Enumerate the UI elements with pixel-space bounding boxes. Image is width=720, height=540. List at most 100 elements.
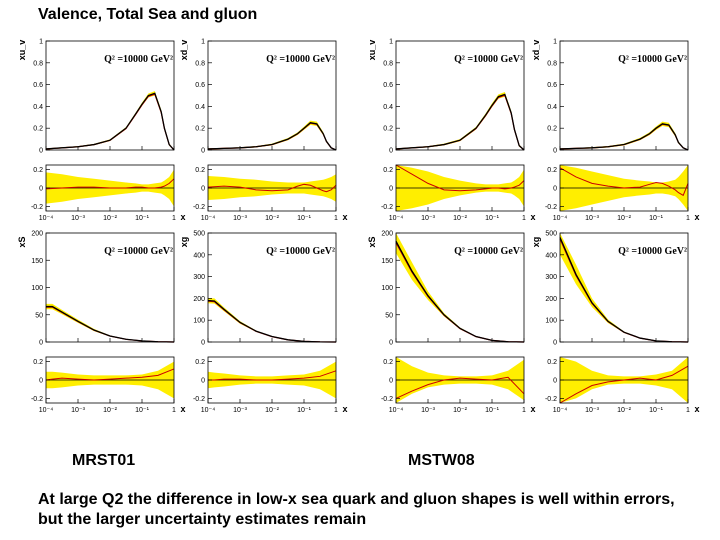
ratio-tick-label: 0.2 (547, 167, 557, 174)
y-tick-label: 1 (389, 39, 393, 46)
x-tick-label: 10⁻¹ (485, 407, 499, 414)
alt-curve (395, 94, 525, 151)
x-tick-label: 10⁻¹ (297, 407, 311, 414)
x-axis-label: x (530, 212, 535, 222)
q2-annotation: Q² =10000 GeV² (618, 246, 687, 257)
y-tick-label: 0.8 (195, 60, 205, 67)
chart-svg: 0 50 100 150 200 xS Q² =10000 GeV² -0.2 0 0.2 10⁻⁴… (367, 231, 536, 415)
x-tick-label: 10⁻⁴ (389, 215, 404, 222)
x-tick-label: 1 (686, 407, 690, 414)
x-tick-label: 10⁻⁴ (389, 407, 404, 414)
chart-svg: 0 0.2 0.4 0.6 0.8 1 xd_v Q² =10000 GeV² -0.2 0 0.2… (179, 39, 348, 223)
ratio-tick-label: -0.2 (31, 204, 43, 211)
x-axis-label: x (180, 212, 185, 222)
x-tick-label: 1 (334, 407, 338, 414)
ratio-tick-label: 0.2 (195, 359, 205, 366)
q2-annotation: Q² =10000 GeV² (266, 246, 335, 257)
y-tick-label: 200 (31, 231, 43, 238)
y-tick-label: 0.8 (33, 60, 43, 67)
ratio-tick-label: 0 (201, 186, 205, 193)
y-tick-label: 100 (381, 285, 393, 292)
central-curve (45, 92, 175, 151)
ratio-alt-curve (208, 370, 337, 381)
y-tick-label: 1 (553, 39, 557, 46)
alt-curve (395, 242, 525, 343)
x-tick-label: 10⁻⁴ (39, 407, 54, 414)
ratio-alt-curve (559, 167, 689, 197)
y-tick-label: 100 (545, 318, 557, 325)
y-axis-label: xu_v (367, 40, 377, 61)
pdf-set-label-mrst01: MRST01 (72, 452, 136, 469)
x-tick-label: 10⁻⁴ (553, 215, 568, 222)
chart-svg: 0 0.2 0.4 0.6 0.8 1 xd_v Q² =10000 GeV² -0.2 0 0.2… (531, 39, 700, 223)
y-tick-label: 0.2 (195, 126, 205, 133)
x-tick-label: 10⁻³ (421, 407, 435, 414)
x-axis-label: x (342, 212, 347, 222)
x-axis-label: x (530, 404, 535, 414)
y-tick-label: 50 (35, 312, 43, 319)
chart-mstw08-xg: 0 100 200 300 400 500 xg Q² =10000 GeV² -0.2 0 0.2… (530, 230, 705, 415)
ratio-tick-label: -0.2 (31, 396, 43, 403)
uncertainty-band (46, 91, 174, 150)
ratio-tick-label: 0 (201, 378, 205, 385)
x-tick-label: 10⁻⁴ (553, 407, 568, 414)
ratio-alt-curve (45, 368, 175, 381)
ratio-tick-label: -0.2 (193, 204, 205, 211)
y-axis-label: xg (531, 237, 541, 248)
chart-mrst01-xdv: 0 0.2 0.4 0.6 0.8 1 xd_v Q² =10000 GeV² -0.2 0 0.2… (178, 38, 353, 223)
x-tick-label: 10⁻³ (71, 215, 85, 222)
uncertainty-band (208, 297, 336, 342)
y-tick-label: 300 (545, 274, 557, 281)
ratio-tick-label: 0 (389, 186, 393, 193)
x-tick-label: 1 (172, 407, 176, 414)
y-tick-label: 500 (545, 231, 557, 238)
x-axis-label: x (694, 212, 699, 222)
y-axis-label: xg (179, 237, 189, 248)
chart-mrst01-xs: 0 50 100 150 200 xS Q² =10000 GeV² -0.2 0 0.2 10⁻⁴… (16, 230, 191, 415)
y-tick-label: 0 (389, 148, 393, 155)
y-tick-label: 200 (193, 296, 205, 303)
y-tick-label: 50 (385, 312, 393, 319)
x-tick-label: 1 (522, 215, 526, 222)
y-tick-label: 0.6 (195, 82, 205, 89)
y-tick-label: 100 (31, 285, 43, 292)
x-tick-label: 1 (522, 407, 526, 414)
ratio-tick-label: -0.2 (381, 396, 393, 403)
y-tick-label: 1 (39, 39, 43, 46)
y-tick-label: 0.2 (33, 126, 43, 133)
y-tick-label: 0.4 (547, 104, 557, 111)
x-tick-label: 1 (334, 215, 338, 222)
slide-caption: At large Q2 the difference in low-x sea … (38, 491, 675, 528)
x-tick-label: 10⁻¹ (649, 215, 663, 222)
y-tick-label: 0.6 (383, 82, 393, 89)
x-tick-label: 10⁻² (453, 407, 467, 414)
y-tick-label: 150 (381, 258, 393, 265)
central-curve (46, 305, 175, 343)
slide-title: Valence, Total Sea and gluon (38, 6, 258, 23)
central-curve (395, 240, 525, 343)
central-curve (207, 299, 337, 343)
ratio-tick-label: -0.2 (193, 396, 205, 403)
x-tick-label: 1 (172, 215, 176, 222)
y-tick-label: 0.4 (383, 104, 393, 111)
alt-curve (45, 93, 175, 151)
q2-annotation: Q² =10000 GeV² (104, 54, 173, 65)
y-tick-label: 0 (201, 340, 205, 347)
x-tick-label: 10⁻¹ (649, 407, 663, 414)
chart-svg: 0 0.2 0.4 0.6 0.8 1 xu_v Q² =10000 GeV² -0.2 0 0.2… (17, 39, 186, 223)
central-curve (207, 122, 337, 151)
y-tick-label: 0.6 (547, 82, 557, 89)
y-tick-label: 0 (553, 340, 557, 347)
x-tick-label: 10⁻³ (585, 215, 599, 222)
x-tick-label: 10⁻¹ (485, 215, 499, 222)
y-tick-label: 1 (201, 39, 205, 46)
uncertainty-band (396, 92, 524, 150)
ratio-alt-curve (45, 178, 175, 190)
x-tick-label: 10⁻⁴ (39, 215, 54, 222)
chart-mstw08-xs: 0 50 100 150 200 xS Q² =10000 GeV² -0.2 0 0.2 10⁻⁴… (366, 230, 541, 415)
x-tick-label: 10⁻⁴ (201, 407, 216, 414)
y-tick-label: 400 (545, 252, 557, 259)
x-axis-label: x (180, 404, 185, 414)
y-axis-label: xd_v (179, 40, 189, 61)
x-tick-label: 10⁻³ (71, 407, 85, 414)
